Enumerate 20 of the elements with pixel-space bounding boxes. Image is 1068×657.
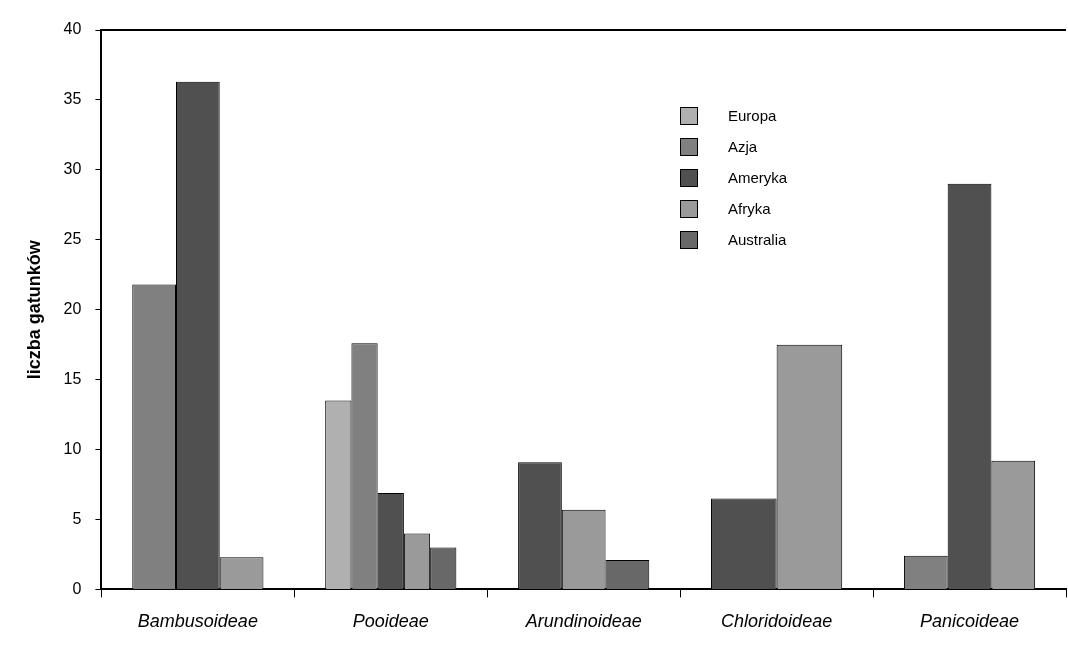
legend-label: Europa [728,107,777,124]
y-tick-label: 25 [63,230,82,248]
legend-label: Australia [728,231,787,248]
y-tick-label: 20 [63,300,82,318]
y-tick-label: 40 [63,20,82,38]
x-tick-label: Chloridoideae [721,611,833,632]
y-tick-label: 30 [63,160,82,178]
y-tick-label: 35 [63,90,82,108]
x-tick-label: Arundinoideae [524,611,642,632]
legend-label: Ameryka [728,169,788,186]
x-tick-label: Panicoideae [919,611,1020,632]
x-tick-label: Pooideae [352,611,429,632]
legend-label: Azja [728,138,758,155]
legend-label: Afryka [728,200,771,217]
x-tick-label: Bambusoideae [137,611,258,632]
y-tick-label: 10 [63,439,82,457]
y-tick-label: 0 [72,579,82,597]
y-tick-label: 15 [63,370,82,388]
y-axis-title: liczba gatunków [23,239,44,380]
y-tick-label: 5 [72,509,82,527]
